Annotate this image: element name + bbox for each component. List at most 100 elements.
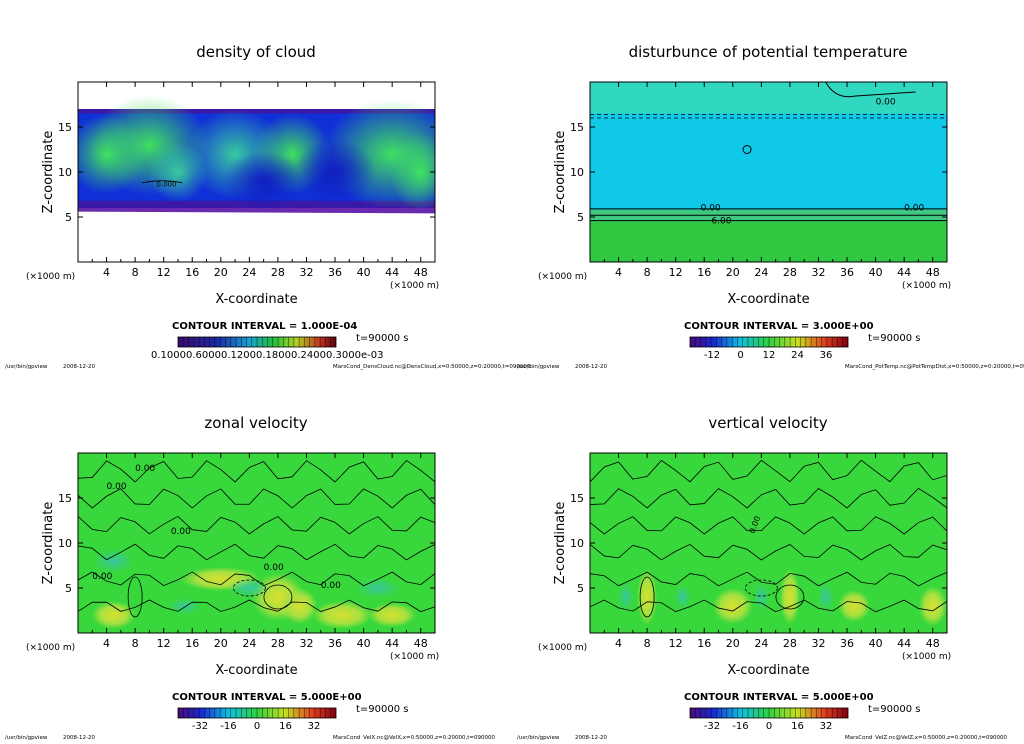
- x-tick-label: 12: [157, 266, 171, 279]
- upper-band: [590, 82, 947, 114]
- x-unit-label: (×1000 m): [26, 643, 75, 653]
- contour-line: [263, 584, 293, 610]
- x-axis-label: X-coordinate: [215, 292, 297, 307]
- cloud-base: [78, 208, 435, 214]
- velocity-blob: [674, 585, 691, 609]
- colorbar-label: -16: [732, 721, 748, 732]
- x-tick-label: 12: [669, 637, 683, 650]
- contour-line: [142, 180, 183, 184]
- x-tick-label: 4: [615, 266, 622, 279]
- x-axis-label: X-coordinate: [215, 663, 297, 678]
- chart-panel-2: disturbunce of potential temperature 0.00…: [517, 43, 1024, 370]
- contour-line: [78, 543, 435, 561]
- x-tick-label: 40: [357, 266, 371, 279]
- y-axis-label: Z-coordinate: [41, 131, 56, 214]
- x-tick-label: 16: [697, 637, 711, 650]
- x-tick-label: 20: [214, 266, 228, 279]
- x-unit-label-right: (×1000 m): [902, 652, 951, 662]
- x-tick-label: 48: [926, 266, 940, 279]
- contour-line: [590, 487, 947, 509]
- contour-label: 0.00: [701, 204, 721, 214]
- x-tick-label: 48: [414, 266, 428, 279]
- contour-line: [590, 543, 947, 561]
- cloud-blob: [295, 137, 376, 207]
- velocity-blob: [712, 588, 753, 624]
- y-tick-label: 15: [58, 492, 72, 505]
- plot-field: 0.00: [590, 453, 947, 633]
- x-tick-label: 44: [385, 637, 399, 650]
- time-label: t=90000 s: [868, 704, 921, 715]
- cloud-blob: [390, 132, 435, 212]
- y-tick-label: 15: [58, 121, 72, 134]
- x-tick-label: 48: [414, 637, 428, 650]
- contour-line: [78, 571, 435, 587]
- x-tick-label: 8: [132, 266, 139, 279]
- contour-interval: CONTOUR INTERVAL = 5.000E+00: [172, 692, 362, 703]
- velocity-blob: [93, 549, 134, 573]
- contour-line: [590, 599, 947, 613]
- contour-label: 0.000: [157, 180, 177, 188]
- y-tick-label: 5: [65, 211, 72, 224]
- cloud-blob: [223, 151, 304, 211]
- colorbar-label: 12: [763, 350, 776, 361]
- contour-line: [590, 571, 947, 587]
- x-tick-label: 20: [726, 637, 740, 650]
- x-tick-label: 32: [811, 637, 825, 650]
- velocity-blob: [169, 598, 202, 614]
- velocity-blob: [918, 586, 947, 626]
- plot-field: 0.000: [78, 82, 435, 262]
- x-tick-label: 28: [271, 266, 285, 279]
- contour-line: [775, 584, 805, 610]
- x-tick-label: 36: [328, 637, 342, 650]
- x-tick-label: 8: [644, 637, 651, 650]
- velocity-blob: [779, 569, 800, 625]
- y-tick-label: 10: [58, 166, 72, 179]
- x-unit-label-right: (×1000 m): [390, 652, 439, 662]
- footer-source: MarsCond_VelX.nc@VelX,x=0:50000,z=0:2000…: [333, 735, 496, 740]
- contour-line: [742, 145, 752, 154]
- x-tick-label: 40: [869, 266, 883, 279]
- contour-line: [127, 576, 143, 618]
- x-tick-label: 32: [299, 266, 313, 279]
- velocity-blob: [753, 583, 770, 611]
- footer-path: /usr/bin/gpview: [517, 364, 560, 370]
- x-tick-label: 4: [615, 637, 622, 650]
- x-tick-label: 20: [726, 266, 740, 279]
- contour-line: [78, 488, 435, 509]
- velocity-blob: [227, 578, 272, 598]
- x-tick-label: 24: [754, 266, 768, 279]
- x-tick-label: 24: [242, 637, 256, 650]
- contour-interval: CONTOUR INTERVAL = 1.000E-04: [172, 321, 357, 332]
- y-tick-label: 5: [65, 582, 72, 595]
- colorbar-label: 36: [820, 350, 833, 361]
- footer-date: 2008-12-20: [63, 735, 95, 740]
- contour-label: 0.00: [321, 581, 341, 591]
- y-tick-label: 5: [577, 582, 584, 595]
- velocity-blob: [838, 590, 871, 622]
- chart-title: zonal velocity: [204, 414, 307, 432]
- x-tick-label: 48: [926, 637, 940, 650]
- x-tick-label: 28: [783, 266, 797, 279]
- chart-title: density of cloud: [196, 43, 316, 61]
- x-tick-label: 4: [103, 637, 110, 650]
- x-tick-label: 8: [644, 266, 651, 279]
- x-tick-label: 4: [103, 266, 110, 279]
- footer-source: MarsCond_PotTemp.nc@PotTempDist,x=0:5000…: [845, 364, 1024, 370]
- colorbar-label: 32: [820, 721, 833, 732]
- x-tick-label: 44: [385, 266, 399, 279]
- colorbar-label: -16: [220, 721, 236, 732]
- velocity-blob: [617, 583, 634, 611]
- colorbar-label: 16: [279, 721, 292, 732]
- plot-field: 0.00 0.00 0.00 6.00: [590, 82, 947, 262]
- colorbar-label: -32: [192, 721, 208, 732]
- x-tick-label: 12: [669, 266, 683, 279]
- y-tick-label: 10: [570, 166, 584, 179]
- footer-source: MarsCond_DensCloud.nc@DensCloud,x=0:5000…: [333, 364, 531, 370]
- footer-path: /usr/bin/gpview: [517, 735, 560, 740]
- x-tick-label: 28: [783, 637, 797, 650]
- velocity-blob: [368, 603, 417, 627]
- time-label: t=90000 s: [356, 333, 409, 344]
- contour-label: 0.00: [107, 482, 127, 492]
